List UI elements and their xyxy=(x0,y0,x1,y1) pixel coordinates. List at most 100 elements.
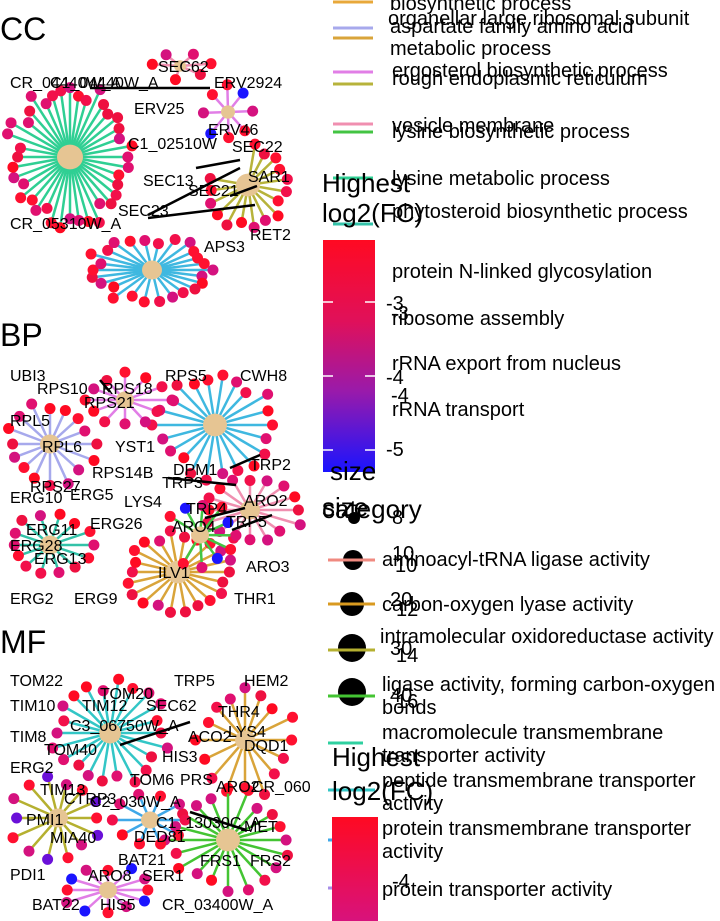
panel-title-mf: MF xyxy=(0,624,46,660)
network-node xyxy=(177,558,189,570)
network-node xyxy=(8,172,20,184)
network-node xyxy=(69,561,81,573)
colorbar-top: Highest log2(FC) -3 -3 -4 -4 -5 xyxy=(322,168,423,472)
node-label: LYS4 xyxy=(228,724,266,741)
network-node xyxy=(249,138,261,150)
network-node xyxy=(76,839,88,851)
category-legend-bottom: category aminoacyl-tRNA ligase activity … xyxy=(322,494,715,901)
node-label: TRP2 xyxy=(250,457,291,474)
legend-label-wrap: rough endoplasmic reticulum xyxy=(392,68,648,90)
legend-label: lysine biosynthetic process xyxy=(392,121,630,143)
node-label: TOM20 xyxy=(100,686,153,703)
network-node xyxy=(156,381,168,393)
network-node xyxy=(274,821,286,833)
network-node xyxy=(42,853,54,865)
network-node xyxy=(98,98,110,110)
node-label: PRS xyxy=(180,772,213,789)
network-node xyxy=(239,682,251,694)
network-node xyxy=(66,873,78,885)
legend-label-wrap: ergosterol biosynthetic process xyxy=(392,60,668,82)
network-node xyxy=(127,682,139,694)
network-node xyxy=(23,845,35,857)
network-node xyxy=(47,90,59,102)
node-label: ARO2 xyxy=(244,493,288,510)
colorbar-gradient xyxy=(332,817,378,921)
node-label: CR_04440W_A xyxy=(10,75,122,92)
network-hub xyxy=(142,260,162,280)
legend-label: phytosteroid biosynthetic process xyxy=(392,201,688,223)
network-hub xyxy=(240,500,260,520)
network-node xyxy=(9,451,21,463)
network-node xyxy=(260,433,272,445)
mf-node-labels: TOM22 TRP5 HEM2 TOM20 TIM10 TIM12 THR4 C… xyxy=(10,673,311,914)
node-label: ERG11 xyxy=(26,522,77,539)
network-node xyxy=(5,117,17,129)
legend-label: protein transporter activity xyxy=(382,879,612,901)
network-node xyxy=(289,491,301,503)
network-node xyxy=(95,277,107,289)
network-node xyxy=(140,764,152,776)
node-label: TIM8 xyxy=(10,729,47,746)
node-label: ERG9 xyxy=(74,591,118,608)
network-node xyxy=(22,117,34,129)
network-node xyxy=(286,734,298,746)
network-node xyxy=(172,829,184,841)
size-legend-label: 40 xyxy=(390,685,412,707)
network-node xyxy=(227,474,239,486)
network-node xyxy=(189,734,201,746)
network-node xyxy=(236,216,248,228)
network-hub xyxy=(40,434,60,454)
network-node xyxy=(88,383,100,395)
network-node xyxy=(270,152,282,164)
network-hub xyxy=(203,413,227,437)
node-label: C1_04440W_A xyxy=(50,75,159,92)
network-node xyxy=(242,884,254,896)
size-legend-label: 14 xyxy=(396,645,418,667)
network-node xyxy=(99,416,111,428)
node-label: YST1 xyxy=(115,439,155,456)
network-node xyxy=(59,404,71,416)
node-label: ARO2 xyxy=(216,779,260,796)
network-node xyxy=(139,873,151,885)
network-node xyxy=(154,535,166,547)
label-connector xyxy=(189,810,247,832)
node-label: RPS21 xyxy=(84,395,135,412)
network-hub xyxy=(216,828,240,852)
network-node xyxy=(214,483,226,495)
network-node xyxy=(14,410,26,422)
network-node xyxy=(128,544,140,556)
network-node xyxy=(179,502,191,514)
size-legend-dot xyxy=(338,678,366,706)
network-node xyxy=(126,863,138,875)
legend-label: protein transmembrane transporter activi… xyxy=(382,818,692,863)
network-node xyxy=(262,388,274,400)
network-node xyxy=(155,698,167,710)
network-node xyxy=(151,405,163,417)
network-node xyxy=(44,479,56,491)
node-label: ARO3 xyxy=(246,559,290,576)
legend-label: biosynthetic process xyxy=(390,0,571,15)
network-node xyxy=(97,685,109,697)
network-node xyxy=(205,58,217,70)
network-node xyxy=(244,534,256,546)
network-node xyxy=(173,862,185,874)
network-node xyxy=(73,464,85,476)
network-node xyxy=(122,151,134,163)
network-node xyxy=(191,868,203,880)
node-label: BAT21 xyxy=(118,852,166,869)
network-node xyxy=(84,526,96,538)
colorbar-tick-label: -4 xyxy=(391,385,409,407)
network-node xyxy=(55,85,67,97)
network-node xyxy=(82,215,94,227)
network-node xyxy=(272,195,284,207)
network-node xyxy=(194,68,206,80)
network-node xyxy=(259,874,271,886)
network-node xyxy=(230,529,242,541)
network-node xyxy=(64,82,76,94)
network-node xyxy=(83,552,95,564)
node-label: SEC13 xyxy=(143,173,194,190)
network-node xyxy=(88,405,100,417)
network-node xyxy=(192,600,204,612)
network-node xyxy=(217,576,229,588)
network-node xyxy=(95,258,107,270)
